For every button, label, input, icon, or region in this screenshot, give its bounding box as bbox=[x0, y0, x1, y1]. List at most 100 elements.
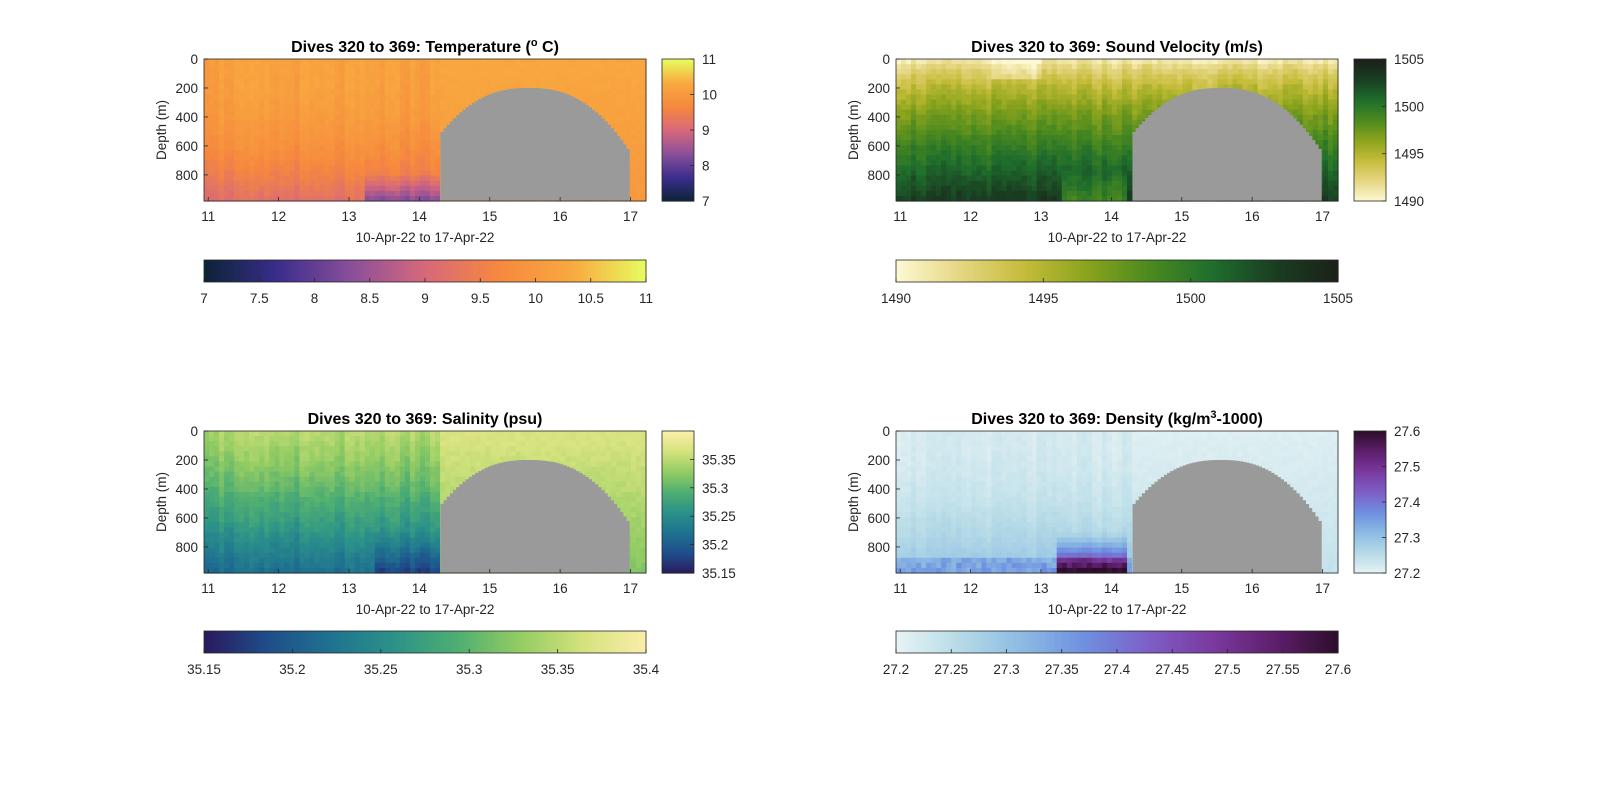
heatmap-cell bbox=[430, 89, 436, 96]
heatmap-cell bbox=[1031, 104, 1038, 111]
heatmap-cell bbox=[425, 140, 431, 146]
heatmap-cell bbox=[1021, 165, 1028, 172]
heatmap-cell bbox=[630, 150, 637, 156]
heatmap-cell bbox=[1031, 124, 1038, 131]
heatmap-cell bbox=[299, 79, 306, 85]
heatmap-cell bbox=[304, 130, 311, 136]
colorbar-tick-label: 10 bbox=[702, 88, 717, 103]
seafloor-mask-column bbox=[607, 124, 611, 201]
heatmap-cell bbox=[896, 180, 902, 187]
heatmap-cell bbox=[1127, 104, 1133, 111]
heatmap-cell bbox=[374, 59, 381, 65]
heatmap-cell bbox=[1086, 130, 1093, 136]
heatmap-cell bbox=[309, 94, 316, 101]
heatmap-cell bbox=[896, 114, 902, 121]
heatmap-cell bbox=[384, 135, 391, 141]
heatmap-cell bbox=[1122, 155, 1128, 162]
heatmap-cell bbox=[901, 119, 907, 126]
heatmap-cell bbox=[1076, 185, 1083, 192]
heatmap-cell bbox=[254, 195, 260, 202]
heatmap-cell bbox=[1071, 64, 1078, 70]
heatmap-cell bbox=[414, 69, 421, 75]
heatmap-cell bbox=[339, 119, 346, 126]
heatmap-cell bbox=[1207, 64, 1214, 70]
heatmap-cell bbox=[1016, 180, 1023, 187]
heatmap-cell bbox=[961, 69, 967, 75]
heatmap-cell bbox=[1021, 64, 1028, 70]
heatmap-cell bbox=[1096, 99, 1103, 106]
heatmap-cell bbox=[1282, 84, 1289, 91]
heatmap-cell bbox=[404, 64, 411, 70]
heatmap-cell bbox=[374, 69, 381, 75]
heatmap-cell bbox=[906, 99, 912, 106]
heatmap-cell bbox=[440, 104, 446, 111]
heatmap-cell bbox=[951, 190, 957, 197]
heatmap-cell bbox=[435, 145, 441, 151]
heatmap-cell bbox=[1237, 69, 1244, 75]
heatmap-cell bbox=[1252, 69, 1259, 75]
heatmap-cell bbox=[1051, 150, 1058, 156]
heatmap-cell bbox=[364, 190, 371, 197]
heatmap-cell bbox=[304, 150, 311, 156]
heatmap-cell bbox=[976, 160, 982, 167]
colorbar-segment bbox=[662, 160, 694, 164]
heatmap-cell bbox=[615, 79, 622, 85]
heatmap-cell bbox=[414, 160, 421, 167]
heatmap-cell bbox=[540, 59, 547, 65]
heatmap-cell bbox=[234, 185, 240, 192]
heatmap-cell bbox=[986, 140, 993, 146]
heatmap-cell bbox=[1006, 59, 1013, 65]
heatmap-cell bbox=[264, 89, 270, 96]
heatmap-cell bbox=[369, 79, 376, 85]
heatmap-cell bbox=[354, 130, 361, 136]
heatmap-cell bbox=[1056, 79, 1063, 85]
heatmap-cell bbox=[1086, 119, 1093, 126]
heatmap-cell bbox=[314, 195, 321, 202]
heatmap-cell bbox=[450, 114, 456, 121]
heatmap-cell bbox=[981, 150, 988, 156]
heatmap-cell bbox=[309, 59, 316, 65]
heatmap-cell bbox=[204, 64, 210, 70]
heatmap-cell bbox=[264, 109, 270, 116]
heatmap-cell bbox=[1041, 79, 1048, 85]
heatmap-cell bbox=[214, 150, 220, 156]
heatmap-cell bbox=[435, 99, 441, 106]
heatmap-cell bbox=[575, 79, 582, 85]
heatmap-cell bbox=[906, 130, 912, 136]
heatmap-cell bbox=[299, 89, 306, 96]
heatmap-cell bbox=[1051, 99, 1058, 106]
heatmap-cell bbox=[1081, 140, 1088, 146]
heatmap-cell bbox=[1106, 114, 1113, 121]
heatmap-cell bbox=[996, 74, 1003, 80]
heatmap-cell bbox=[931, 114, 937, 121]
heatmap-cell bbox=[394, 150, 401, 156]
heatmap-cell bbox=[1117, 114, 1123, 121]
x-tick-label: 15 bbox=[482, 209, 497, 224]
heatmap-cell bbox=[1006, 124, 1013, 131]
heatmap-cell bbox=[1272, 94, 1279, 101]
heatmap-cell bbox=[374, 165, 381, 172]
heatmap-cell bbox=[334, 195, 341, 202]
heatmap-cell bbox=[364, 74, 371, 80]
heatmap-cell bbox=[1006, 69, 1013, 75]
heatmap-cell bbox=[1137, 69, 1143, 75]
heatmap-cell bbox=[1212, 64, 1219, 70]
heatmap-cell bbox=[259, 180, 265, 187]
heatmap-cell bbox=[951, 104, 957, 111]
heatmap-cell bbox=[1167, 74, 1173, 80]
heatmap-cell bbox=[279, 170, 285, 177]
heatmap-cell bbox=[926, 119, 932, 126]
heatmap-cell bbox=[981, 175, 988, 182]
heatmap-cell bbox=[1127, 170, 1133, 177]
heatmap-cell bbox=[224, 109, 230, 116]
heatmap-cell bbox=[1051, 84, 1058, 91]
heatmap-cell bbox=[1106, 160, 1113, 167]
heatmap-cell bbox=[219, 175, 225, 182]
heatmap-cell bbox=[259, 160, 265, 167]
heatmap-cell bbox=[620, 104, 627, 111]
seafloor-mask-column bbox=[449, 121, 454, 201]
heatmap-cell bbox=[1071, 99, 1078, 106]
heatmap-cell bbox=[314, 119, 321, 126]
colorbar-segment bbox=[662, 80, 694, 84]
heatmap-cell bbox=[1187, 74, 1193, 80]
